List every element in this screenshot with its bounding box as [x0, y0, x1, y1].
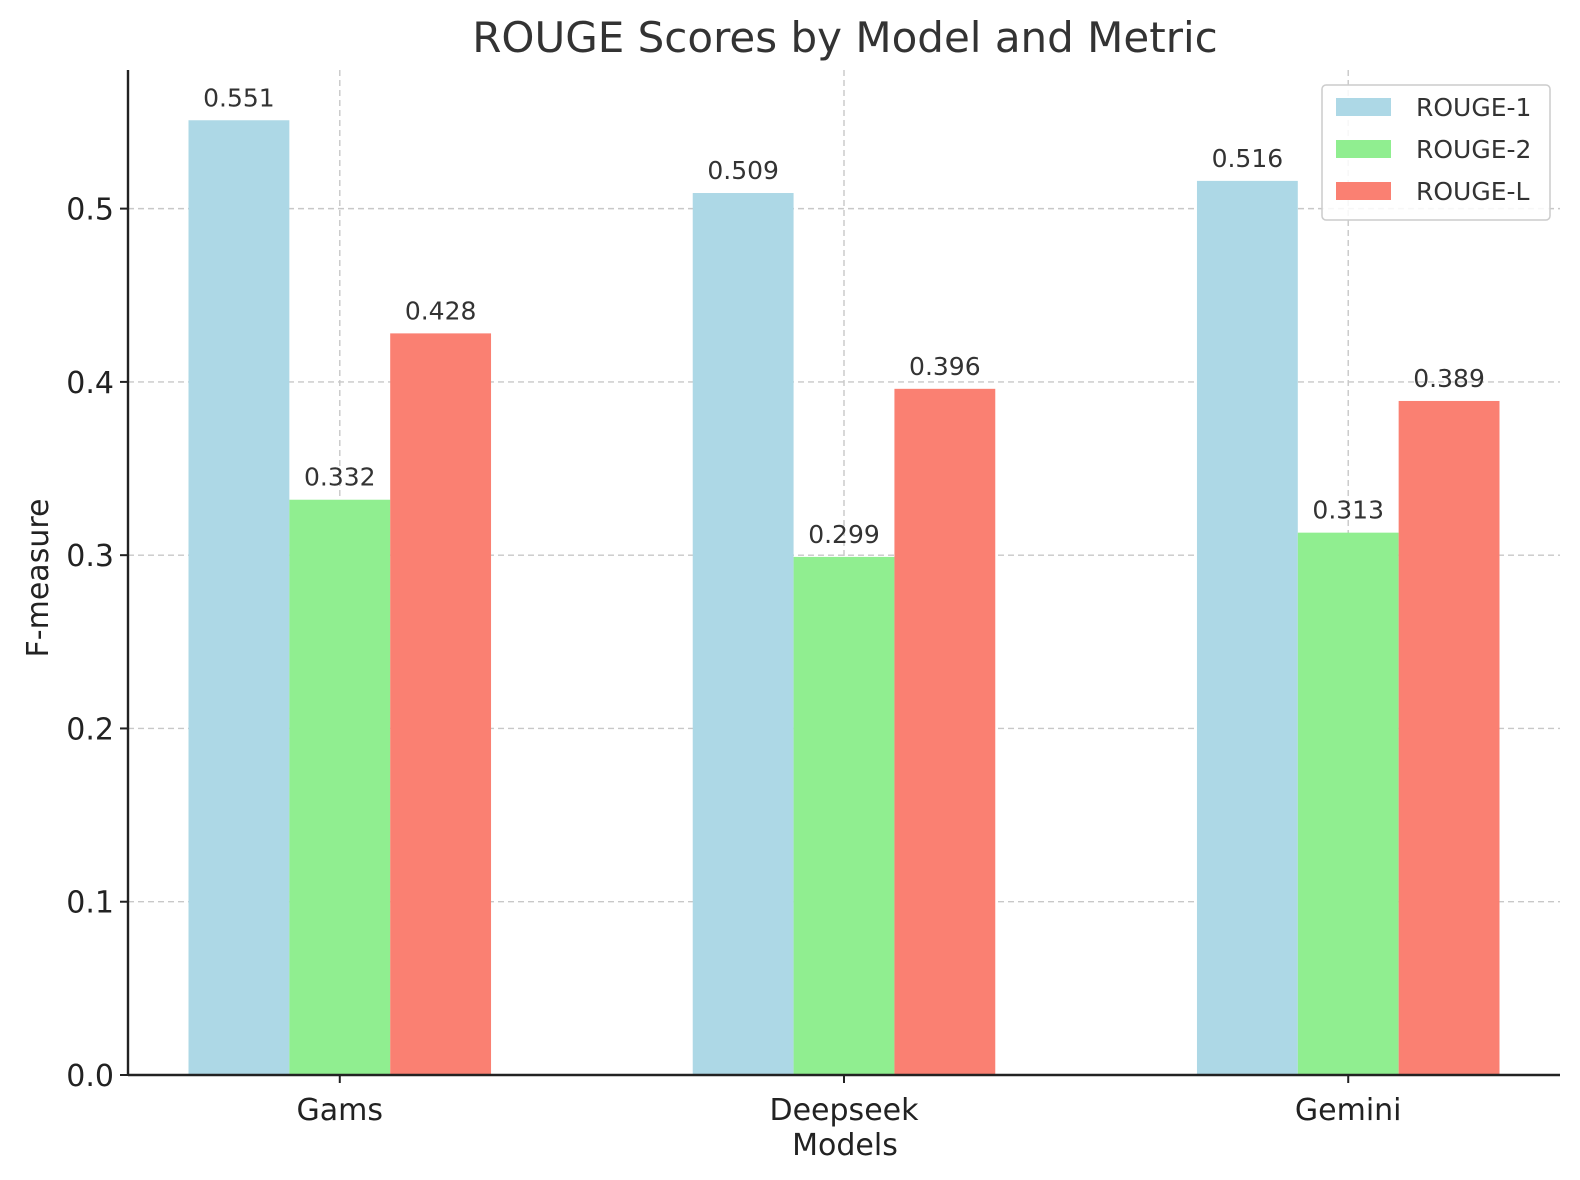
bar-rouge-2-deepseek	[793, 556, 895, 1075]
x-tick-label-deepseek: Deepseek	[770, 1093, 920, 1128]
bar-value-label: 0.389	[1413, 364, 1485, 393]
legend-swatch-rouge-2	[1336, 140, 1391, 158]
bar-rouge-l-gemini	[1398, 400, 1500, 1075]
legend: ROUGE-1 ROUGE-2 ROUGE-L	[1321, 84, 1551, 221]
y-tick-label: 0.4	[66, 366, 114, 401]
bar-rouge-l-gams	[390, 333, 492, 1076]
x-tick-label-gams: Gams	[297, 1093, 383, 1128]
bar-rouge-l-deepseek	[894, 388, 996, 1075]
bar-rouge-2-gemini	[1297, 532, 1399, 1075]
bar-rouge-2-gams	[289, 499, 391, 1076]
bar-value-label: 0.299	[808, 520, 880, 549]
bar-value-label: 0.509	[707, 156, 779, 185]
x-tick-label-gemini: Gemini	[1295, 1093, 1402, 1128]
bar-value-label: 0.516	[1212, 144, 1284, 173]
y-axis-label: F-measure	[21, 499, 56, 658]
bar-value-label: 0.313	[1312, 496, 1384, 525]
x-axis-label: Models	[792, 1128, 898, 1163]
y-tick-label: 0.3	[66, 539, 114, 574]
chart-title: ROUGE Scores by Model and Metric	[472, 13, 1218, 62]
y-tick-label: 0.0	[66, 1059, 114, 1094]
legend-label-rouge-2: ROUGE-2	[1416, 135, 1531, 164]
bar-value-label: 0.551	[203, 83, 275, 112]
bar-rouge-1-deepseek	[692, 193, 794, 1075]
y-tick-label: 0.2	[66, 712, 114, 747]
legend-swatch-rouge-l	[1336, 182, 1391, 200]
ticks-layer: 0.0 0.1 0.2 0.3 0.4 0.5 Gams Deepseek Gemini	[66, 193, 1401, 1128]
bar-value-label: 0.396	[909, 352, 981, 381]
bars-layer	[188, 120, 1500, 1076]
bar-value-label: 0.428	[405, 296, 477, 325]
bar-value-label: 0.332	[304, 463, 376, 492]
legend-label-rouge-1: ROUGE-1	[1416, 93, 1531, 122]
y-tick-label: 0.1	[66, 886, 114, 921]
legend-swatch-rouge-1	[1336, 98, 1391, 116]
bar-rouge-1-gemini	[1196, 180, 1298, 1075]
y-tick-label: 0.5	[66, 193, 114, 228]
bar-labels-layer: 0.551 0.509 0.516 0.332 0.299 0.313 0.428 0.396…	[203, 83, 1485, 549]
legend-label-rouge-l: ROUGE-L	[1416, 177, 1530, 206]
bar-rouge-1-gams	[188, 120, 290, 1075]
